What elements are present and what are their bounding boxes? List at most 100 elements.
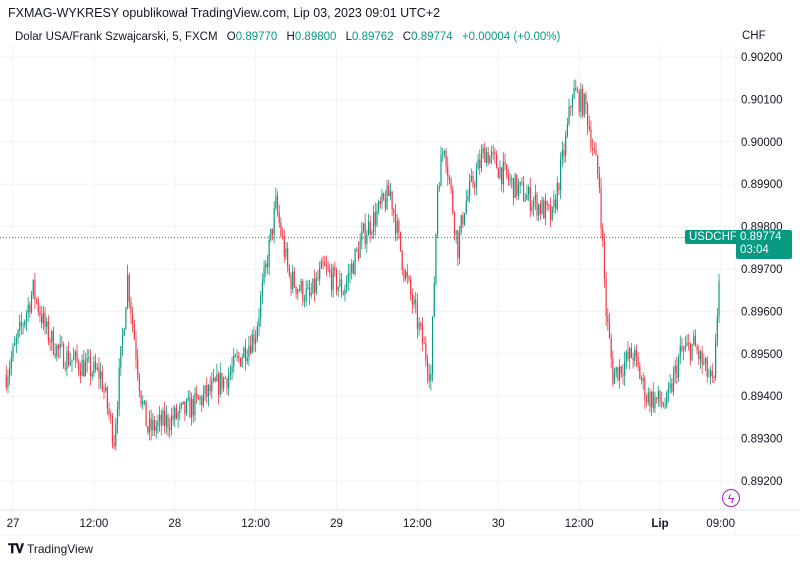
candle-body xyxy=(226,378,228,389)
candle-body xyxy=(270,228,272,240)
y-tick-label: 0.90100 xyxy=(741,94,783,106)
candle-body xyxy=(216,373,218,382)
candle-body xyxy=(521,181,523,183)
candle-body xyxy=(238,355,240,358)
last-price-value: 0.89774 xyxy=(740,231,782,243)
candle-body xyxy=(494,151,496,155)
candle-body xyxy=(164,410,166,427)
candle-body xyxy=(340,279,343,294)
candle-body xyxy=(268,239,270,267)
candle-body xyxy=(246,357,248,362)
candle-body xyxy=(593,149,595,151)
candle-body xyxy=(548,204,550,206)
candle-body xyxy=(191,398,193,418)
candle-body xyxy=(416,303,418,329)
candle-body xyxy=(649,392,651,408)
candle-body xyxy=(408,276,410,280)
candle-body xyxy=(101,371,103,391)
candle-body xyxy=(379,201,381,204)
candle-body xyxy=(334,267,336,271)
candle-body xyxy=(76,351,78,361)
symbol-legend: Dolar USA/Frank Szwajcarski, 5, FXCM O 0.… xyxy=(15,31,560,43)
candle-body xyxy=(450,180,452,190)
candle-body xyxy=(327,267,329,270)
candle-body xyxy=(93,361,95,374)
candle-body xyxy=(440,155,442,187)
candle-body xyxy=(88,357,90,359)
y-tick-label: 0.89700 xyxy=(741,264,783,276)
candle-body xyxy=(335,270,338,291)
candle-body xyxy=(66,351,68,370)
low-value: 0.89762 xyxy=(352,31,394,43)
symbol-description[interactable]: Dolar USA/Frank Szwajcarski, 5, FXCM xyxy=(15,31,218,43)
candle-body xyxy=(271,228,274,235)
candle-body xyxy=(19,321,21,331)
x-tick-label: 12:00 xyxy=(241,518,270,530)
candle-body xyxy=(116,409,119,426)
candle-body xyxy=(386,185,388,209)
candle-body xyxy=(502,161,504,185)
candle-body xyxy=(622,373,624,376)
candle-body xyxy=(647,392,649,403)
candle-body xyxy=(228,375,230,389)
candle-body xyxy=(59,344,61,349)
candle-body xyxy=(597,155,599,175)
candle-body xyxy=(531,206,533,211)
x-tick-label: Lip xyxy=(651,518,668,530)
candle-body xyxy=(399,231,402,251)
candle-body xyxy=(322,261,324,264)
candle-body xyxy=(629,348,631,359)
candle-body xyxy=(325,265,328,268)
candle-body xyxy=(273,208,275,235)
lightning-icon[interactable]: ϟ xyxy=(722,489,740,507)
candle-body xyxy=(519,181,521,186)
candle-body xyxy=(433,283,435,317)
candle-body xyxy=(330,272,333,290)
candle-body xyxy=(463,212,466,225)
candle-body xyxy=(89,357,92,377)
logo-mark: 𝐓𝐕 xyxy=(8,541,24,556)
candle-body xyxy=(426,360,429,374)
candle-body xyxy=(600,187,602,229)
candle-body xyxy=(155,426,157,431)
candle-body xyxy=(667,388,670,393)
candle-body xyxy=(512,178,515,198)
candle-body xyxy=(27,304,29,314)
candle-body xyxy=(406,271,408,277)
candle-body xyxy=(477,159,479,170)
candle-body xyxy=(234,355,237,357)
candle-body xyxy=(118,367,120,410)
candle-body xyxy=(177,413,179,419)
currency-label[interactable]: CHF xyxy=(742,30,766,42)
candle-body xyxy=(570,106,572,108)
candle-body xyxy=(165,415,167,427)
candle-body xyxy=(652,391,654,409)
candle-body xyxy=(201,397,203,406)
candle-body xyxy=(364,223,366,245)
candle-body xyxy=(374,212,376,226)
candle-body xyxy=(145,400,147,427)
candle-body xyxy=(411,294,413,305)
candle-body xyxy=(239,357,242,367)
y-tick-label: 0.89200 xyxy=(741,476,783,488)
candle-body xyxy=(153,420,156,431)
tradingview-logo[interactable]: 𝐓𝐕 TradingView xyxy=(8,541,93,557)
candle-body xyxy=(605,278,607,316)
candle-body xyxy=(457,230,459,259)
candle-body xyxy=(661,401,663,404)
candle-body xyxy=(310,292,312,296)
candle-body xyxy=(608,322,611,339)
open-label: O xyxy=(226,31,236,43)
candle-body xyxy=(694,335,697,347)
candle-body xyxy=(207,385,210,397)
candle-body xyxy=(224,377,226,379)
candle-body xyxy=(351,263,353,273)
candle-body xyxy=(317,278,319,280)
candle-body xyxy=(445,151,447,167)
candle-body xyxy=(30,295,33,313)
candle-body xyxy=(148,418,151,433)
candle-body xyxy=(396,220,398,234)
candle-body xyxy=(56,345,58,357)
candle-body xyxy=(197,396,199,400)
